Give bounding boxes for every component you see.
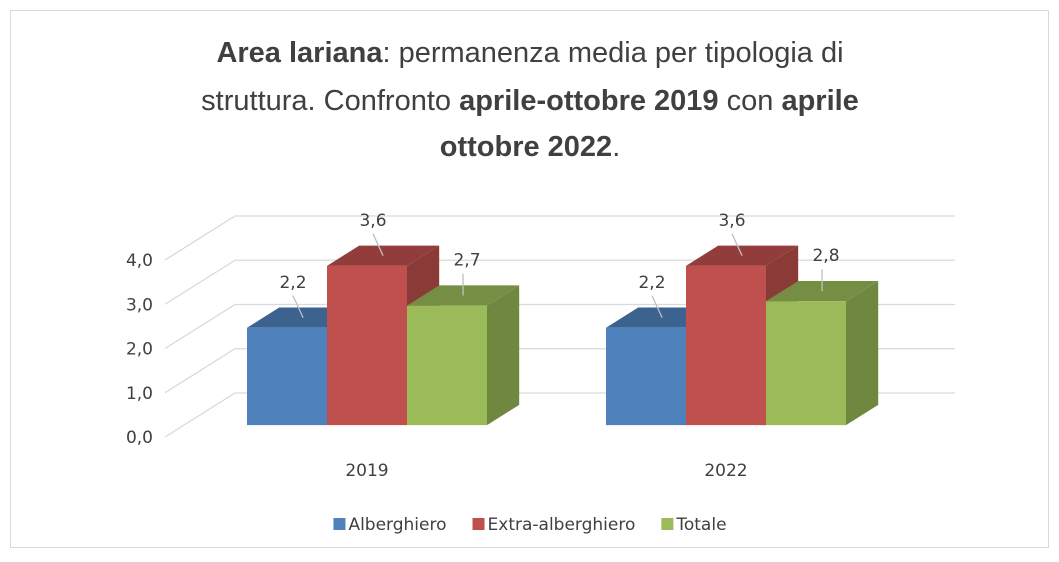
data-label: 2,2 bbox=[279, 273, 306, 293]
bar-side bbox=[487, 285, 519, 425]
bar bbox=[407, 306, 487, 425]
legend-swatch bbox=[661, 518, 673, 530]
data-label: 3,6 bbox=[718, 211, 745, 231]
bar bbox=[606, 328, 686, 425]
title-run: . bbox=[612, 131, 620, 163]
data-label: 2,7 bbox=[453, 251, 480, 271]
title-run: aprile-ottobre 2019 bbox=[459, 85, 718, 117]
data-label: 3,6 bbox=[359, 211, 386, 231]
x-tick-label: 2022 bbox=[704, 461, 747, 481]
title-run: Area lariana bbox=[216, 37, 383, 69]
legend-swatch bbox=[333, 518, 345, 530]
title-run: ottobre 2022 bbox=[440, 131, 612, 163]
y-tick-label: 0,0 bbox=[126, 428, 153, 448]
legend-swatch bbox=[473, 518, 485, 530]
data-label: 2,8 bbox=[812, 246, 839, 266]
chart-title: struttura. Confronto aprile-ottobre 2019… bbox=[201, 85, 859, 117]
chart-title: ottobre 2022. bbox=[440, 131, 621, 163]
x-tick-label: 2019 bbox=[345, 461, 388, 481]
title-run: struttura. Confronto bbox=[201, 85, 459, 117]
bar bbox=[327, 266, 407, 425]
y-tick-label: 2,0 bbox=[126, 340, 153, 360]
data-label: 2,2 bbox=[638, 273, 665, 293]
title-run: con bbox=[719, 85, 782, 117]
bar bbox=[766, 301, 846, 425]
legend-label: Alberghiero bbox=[348, 515, 446, 535]
title-run: : permanenza media per tipologia di bbox=[382, 37, 843, 69]
legend-label: Totale bbox=[675, 515, 726, 535]
chart-title: Area lariana: permanenza media per tipol… bbox=[216, 37, 843, 69]
title-run: aprile bbox=[781, 85, 858, 117]
y-tick-label: 4,0 bbox=[126, 251, 153, 271]
y-tick-label: 1,0 bbox=[126, 384, 153, 404]
bar bbox=[247, 328, 327, 425]
y-tick-label: 3,0 bbox=[126, 295, 153, 315]
legend-label: Extra-alberghiero bbox=[488, 515, 636, 535]
bar bbox=[686, 266, 766, 425]
bar-side bbox=[846, 281, 878, 425]
